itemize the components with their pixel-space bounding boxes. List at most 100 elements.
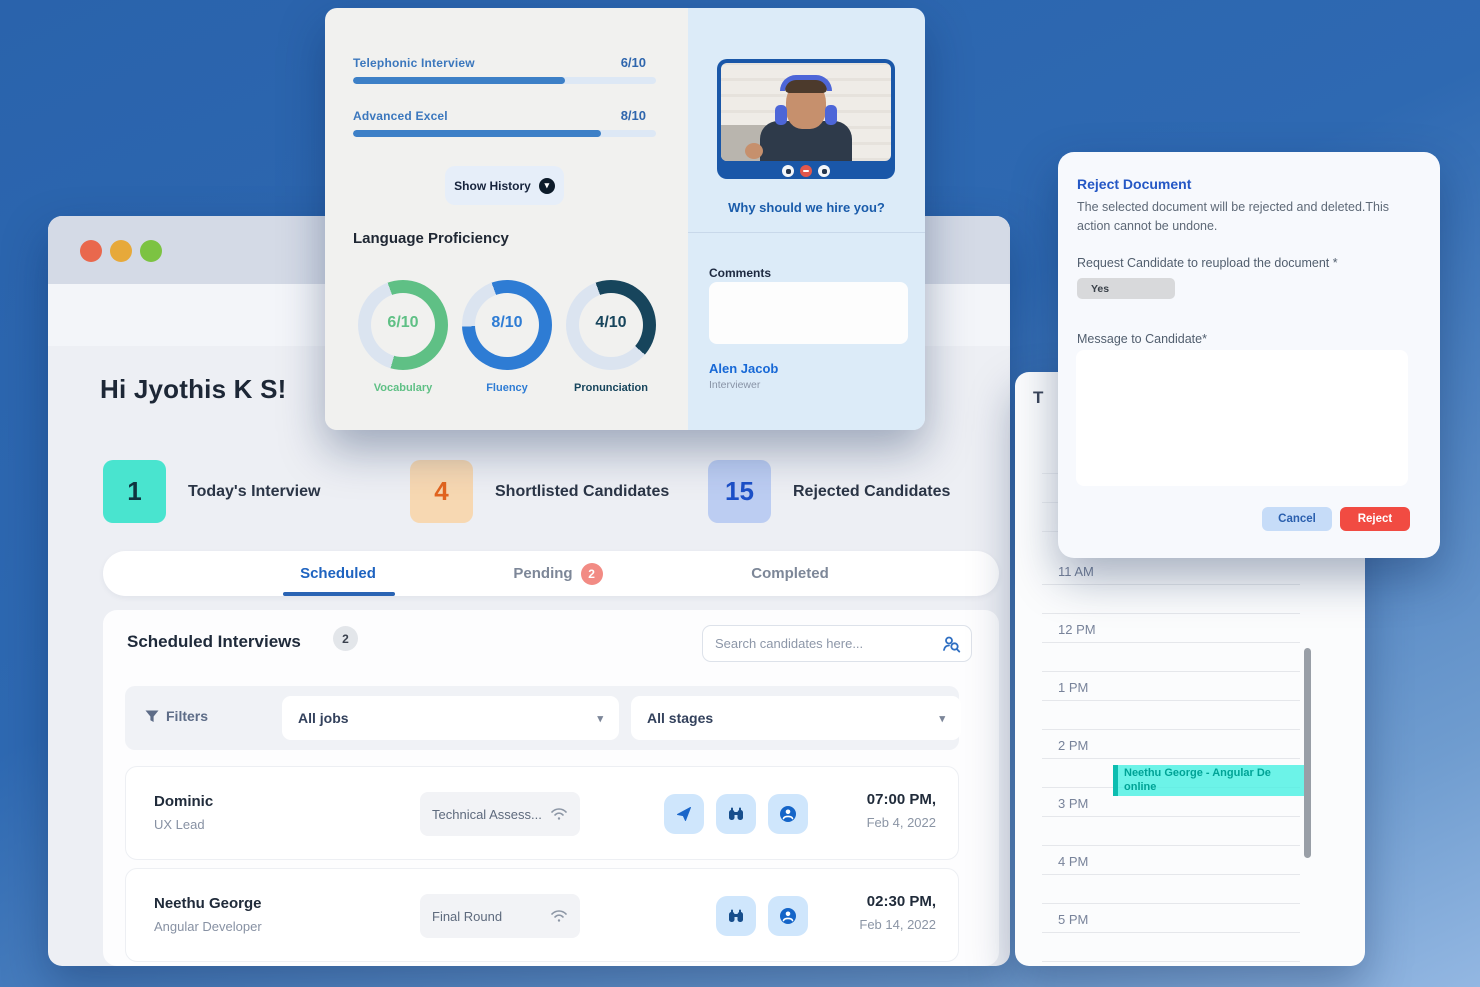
- message-to-candidate-input[interactable]: [1076, 350, 1408, 486]
- user-circle-icon: [779, 907, 797, 925]
- interviewer-role: Interviewer: [709, 379, 761, 391]
- reupload-select[interactable]: Yes: [1077, 278, 1175, 299]
- candidate-name: Neethu George: [154, 895, 262, 912]
- interview-row-neethu[interactable]: Neethu George Angular Developer Final Ro…: [125, 868, 959, 962]
- user-circle-icon: [779, 805, 797, 823]
- calendar-gridline: [1042, 816, 1300, 817]
- candidate-role: UX Lead: [154, 817, 205, 832]
- reject-button[interactable]: Reject: [1340, 507, 1410, 531]
- gauge-value: 6/10: [387, 314, 419, 331]
- skill-progress: [353, 77, 656, 84]
- calendar-hour-row[interactable]: 12 PM: [1015, 618, 1365, 676]
- calendar-gridline: [1042, 671, 1300, 672]
- section-title: Scheduled Interviews: [127, 632, 301, 651]
- calendar-gridline: [1042, 961, 1300, 962]
- search-input[interactable]: [713, 635, 941, 652]
- stage-tag: Technical Assess...: [420, 792, 580, 836]
- section-count-badge: 2: [333, 626, 358, 651]
- scheduled-interviews-panel: Scheduled Interviews 2 Filters: [103, 610, 999, 966]
- stat-value: 4: [410, 460, 473, 523]
- calendar-hour-row[interactable]: 5 PM: [1015, 908, 1365, 966]
- camera-button[interactable]: [818, 165, 830, 177]
- search-box: [702, 625, 972, 662]
- tab-label: Pending: [513, 565, 573, 582]
- reject-label: Reject: [1357, 513, 1393, 525]
- gauge-fluency: 8/10 Fluency: [459, 280, 555, 394]
- chevron-down-icon: ▾: [597, 712, 603, 725]
- calendar-scrollbar[interactable]: [1304, 648, 1311, 858]
- send-invite-button[interactable]: [664, 794, 704, 834]
- interview-time: 07:00 PM,: [866, 791, 936, 808]
- candidate-profile-button[interactable]: [768, 896, 808, 936]
- user-search-icon[interactable]: [941, 634, 961, 654]
- calendar-title: T: [1033, 388, 1044, 407]
- view-details-button[interactable]: [716, 794, 756, 834]
- comments-input[interactable]: [709, 282, 908, 344]
- gauge-label: Pronunciation: [574, 382, 648, 394]
- interview-date: Feb 14, 2022: [859, 917, 936, 932]
- calendar-time-label: 11 AM: [1058, 564, 1094, 579]
- view-details-button[interactable]: [716, 896, 756, 936]
- stat-label: Rejected Candidates: [793, 482, 951, 500]
- maximize-window-button[interactable]: [140, 240, 162, 262]
- calendar-time-label: 4 PM: [1058, 854, 1089, 869]
- gauge-label: Fluency: [486, 382, 528, 394]
- headphones-band: [780, 75, 832, 91]
- comments-label: Comments: [709, 266, 772, 280]
- skill-progress-fill: [353, 77, 566, 84]
- tab-label: Completed: [751, 565, 829, 582]
- interview-video-pane: Why should we hire you? Comments Alen Ja…: [688, 8, 925, 430]
- candidate-hand: [745, 143, 763, 159]
- event-title: Neethu George - Angular De: [1124, 767, 1271, 779]
- cancel-label: Cancel: [1278, 513, 1316, 525]
- calendar-time-label: 1 PM: [1058, 680, 1089, 695]
- language-proficiency-title: Language Proficiency: [353, 230, 509, 247]
- stages-filter-dropdown[interactable]: All stages ▾: [631, 696, 961, 740]
- skill-label: Advanced Excel: [353, 109, 448, 123]
- message-label: Message to Candidate*: [1077, 332, 1207, 346]
- headphone-earcup-right: [825, 105, 837, 125]
- calendar-hour-row[interactable]: 4 PM: [1015, 850, 1365, 908]
- calendar-gridline: [1042, 903, 1300, 904]
- active-tab-indicator: [283, 592, 395, 596]
- tab-pending[interactable]: Pending 2: [443, 551, 673, 596]
- tab-scheduled[interactable]: Scheduled: [223, 551, 453, 596]
- end-call-button[interactable]: [800, 165, 812, 177]
- gauge-ring: [566, 280, 656, 370]
- mic-button[interactable]: [782, 165, 794, 177]
- calendar-hour-row[interactable]: 11 AM: [1015, 560, 1365, 618]
- stat-label: Today's Interview: [188, 482, 321, 500]
- stat-shortlisted-candidates: 4 Shortlisted Candidates: [410, 460, 669, 523]
- end-call-icon: [803, 170, 809, 172]
- gauge-label: Vocabulary: [373, 382, 433, 394]
- show-history-label: Show History: [454, 178, 531, 193]
- interview-row-dominic[interactable]: Dominic UX Lead Technical Assess...: [125, 766, 959, 860]
- chevron-down-icon: ▾: [939, 712, 945, 725]
- calendar-gridline: [1042, 700, 1300, 701]
- jobs-filter-dropdown[interactable]: All jobs ▾: [282, 696, 619, 740]
- calendar-hour-row[interactable]: 3 PM: [1015, 792, 1365, 850]
- video-controls: [717, 165, 895, 177]
- tab-completed[interactable]: Completed: [675, 551, 905, 596]
- calendar-hour-row[interactable]: 1 PM: [1015, 676, 1365, 734]
- show-history-button[interactable]: Show History ▾: [445, 166, 564, 205]
- gauge-value: 8/10: [491, 314, 523, 331]
- gauge-ring: [462, 280, 552, 370]
- stat-value: 15: [708, 460, 771, 523]
- calendar-gridline: [1042, 874, 1300, 875]
- calendar-event-neethu-george[interactable]: Neethu George - Angular De online: [1113, 765, 1305, 796]
- skill-progress-fill: [353, 130, 602, 137]
- reject-document-modal: Reject Document The selected document wi…: [1058, 152, 1440, 558]
- close-window-button[interactable]: [80, 240, 102, 262]
- calendar-time-label: 3 PM: [1058, 796, 1089, 811]
- minimize-window-button[interactable]: [110, 240, 132, 262]
- calendar-gridline: [1042, 729, 1300, 730]
- candidate-video: [717, 59, 895, 179]
- pane-divider: [688, 232, 925, 233]
- gauge-value: 4/10: [595, 314, 627, 331]
- cancel-button[interactable]: Cancel: [1262, 507, 1332, 531]
- candidate-profile-button[interactable]: [768, 794, 808, 834]
- chevron-down-icon: ▾: [538, 177, 555, 194]
- stat-rejected-candidates: 15 Rejected Candidates: [708, 460, 950, 523]
